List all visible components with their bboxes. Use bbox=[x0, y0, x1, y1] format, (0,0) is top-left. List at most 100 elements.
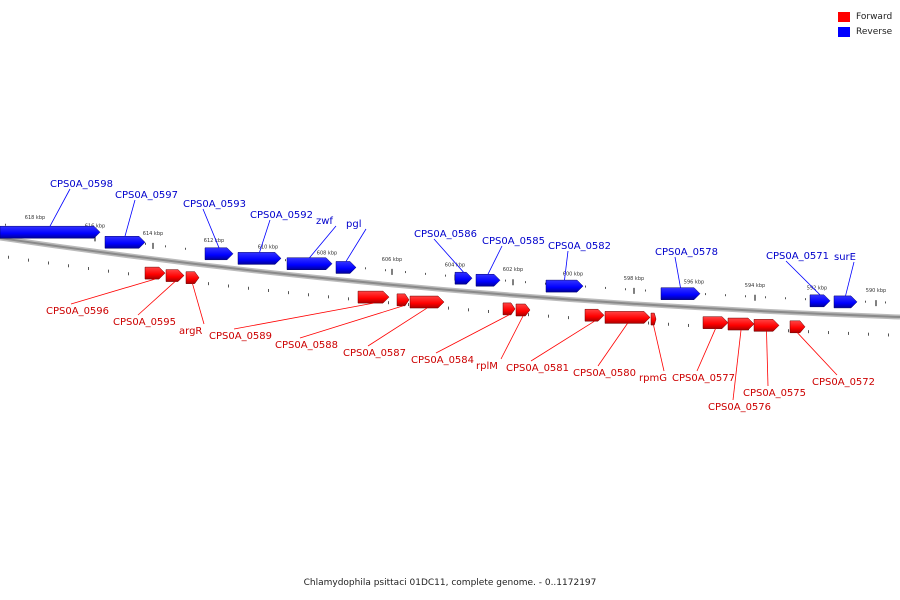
gene-reverse-CPS0A_0578 bbox=[660, 287, 701, 300]
gene-label-reverse: CPS0A_0592 bbox=[250, 210, 313, 221]
minor-tick bbox=[445, 274, 446, 277]
minor-tick bbox=[605, 286, 606, 289]
gene-leader-line bbox=[202, 208, 220, 248]
gene-label-reverse: CPS0A_0578 bbox=[655, 247, 718, 258]
scale-tick-label: 614 kbp bbox=[143, 231, 163, 237]
gene-layer bbox=[0, 225, 858, 334]
minor-tick bbox=[488, 309, 489, 313]
gene-reverse-surE bbox=[833, 295, 858, 309]
minor-tick bbox=[888, 333, 889, 337]
gene-leader-line bbox=[766, 331, 769, 387]
minor-tick bbox=[688, 323, 689, 327]
gene-reverse-CPS0A_0592 bbox=[237, 252, 282, 265]
scale-tick-label: 608 kbp bbox=[317, 251, 337, 257]
legend-forward-swatch bbox=[838, 11, 850, 22]
gene-leader-line bbox=[487, 245, 503, 275]
gene-label-reverse: surE bbox=[834, 252, 856, 263]
gene-forward-CPS0A_0576 bbox=[727, 317, 755, 331]
minor-tick bbox=[405, 271, 406, 274]
minor-tick bbox=[468, 308, 469, 312]
gene-label-forward: CPS0A_0595 bbox=[113, 317, 176, 328]
minor-tick bbox=[848, 331, 849, 335]
gene-reverse-zwf bbox=[286, 257, 333, 270]
scale-tick-label: 596 kbp bbox=[684, 279, 704, 285]
gene-label-reverse: CPS0A_0586 bbox=[414, 229, 477, 240]
minor-tick bbox=[68, 264, 69, 268]
legend-reverse: Reverse bbox=[838, 24, 892, 39]
gene-forward-CPS0A_0577 bbox=[702, 316, 729, 329]
scale-tick-label: 600 kbp bbox=[563, 272, 583, 278]
gene-leader-line bbox=[299, 305, 404, 339]
gene-label-forward: CPS0A_0581 bbox=[506, 363, 569, 374]
gene-reverse-CPS0A_0593 bbox=[204, 247, 234, 261]
gene-forward-CPS0A_0596 bbox=[144, 266, 166, 280]
backbone-shadow bbox=[0, 235, 900, 320]
gene-forward-CPS0A_0588 bbox=[396, 293, 410, 307]
minor-tick bbox=[448, 306, 449, 310]
gene-label-forward: CPS0A_0575 bbox=[743, 388, 806, 399]
minor-tick bbox=[28, 258, 29, 262]
minor-tick bbox=[865, 300, 866, 303]
gene-leader-line bbox=[70, 278, 156, 305]
minor-tick bbox=[705, 293, 706, 296]
gene-leader-line bbox=[732, 330, 742, 401]
gene-leader-line bbox=[49, 188, 71, 227]
gene-reverse-CPS0A_0582 bbox=[545, 279, 584, 293]
minor-tick bbox=[788, 329, 789, 333]
minor-tick bbox=[505, 279, 506, 282]
gene-label-reverse: CPS0A_0593 bbox=[183, 199, 246, 210]
legend-reverse-label: Reverse bbox=[856, 26, 893, 37]
gene-label-forward: CPS0A_0588 bbox=[275, 340, 338, 351]
minor-tick bbox=[388, 301, 389, 305]
gene-label-reverse: CPS0A_0598 bbox=[50, 179, 113, 190]
minor-tick bbox=[228, 284, 229, 288]
backbone-line bbox=[0, 237, 900, 318]
gene-reverse-CPS0A_0598 bbox=[0, 225, 101, 239]
gene-reverse-CPS0A_0585 bbox=[475, 273, 501, 287]
gene-leader-line bbox=[785, 260, 821, 296]
legend-reverse-swatch bbox=[838, 26, 850, 37]
minor-tick bbox=[248, 286, 249, 290]
gene-reverse-CPS0A_0586 bbox=[454, 271, 473, 285]
minor-tick bbox=[568, 316, 569, 320]
legend-forward-label: Forward bbox=[856, 11, 893, 22]
gene-leader-line bbox=[367, 307, 428, 347]
minor-tick bbox=[425, 272, 426, 275]
gene-leader-line bbox=[530, 320, 595, 362]
gene-label-reverse: CPS0A_0582 bbox=[548, 241, 611, 252]
minor-tick bbox=[808, 330, 809, 334]
map-caption: Chlamydophila psittaci 01DC11, complete … bbox=[303, 578, 597, 588]
gene-leader-line bbox=[435, 314, 510, 354]
gene-forward-CPS0A_0587 bbox=[409, 295, 445, 309]
minor-tick bbox=[805, 298, 806, 301]
minor-tick bbox=[828, 331, 829, 335]
gene-label-forward: rpmG bbox=[639, 373, 667, 384]
minor-tick bbox=[208, 282, 209, 286]
gene-leader-line bbox=[674, 256, 681, 288]
scale-tick-label: 594 kbp bbox=[745, 283, 765, 289]
scale-tick-label: 618 kbp bbox=[25, 215, 45, 221]
gene-reverse-CPS0A_0597 bbox=[104, 236, 146, 249]
gene-forward-CPS0A_0575 bbox=[753, 319, 780, 332]
minor-tick bbox=[745, 295, 746, 298]
gene-label-forward: argR bbox=[179, 326, 202, 337]
gene-forward-argR bbox=[185, 271, 200, 284]
minor-tick bbox=[5, 223, 6, 226]
gene-forward-rpmG bbox=[650, 312, 657, 326]
scale-tick-label: 592 kbp bbox=[807, 286, 827, 292]
scale-tick-label: 590 kbp bbox=[866, 288, 886, 294]
minor-tick bbox=[648, 321, 649, 325]
minor-tick bbox=[868, 332, 869, 336]
minor-tick bbox=[885, 301, 886, 304]
minor-tick bbox=[348, 297, 349, 301]
minor-tick bbox=[525, 281, 526, 284]
gene-label-forward: CPS0A_0572 bbox=[812, 377, 875, 388]
scale-tick-label: 606 kbp bbox=[382, 257, 402, 263]
legend-forward: Forward bbox=[838, 9, 892, 24]
scale-tick-label: 616 kbp bbox=[85, 223, 105, 229]
gene-label-forward: CPS0A_0584 bbox=[411, 355, 474, 366]
gene-leader-line bbox=[597, 323, 628, 367]
minor-tick bbox=[585, 285, 586, 288]
gene-label-reverse: zwf bbox=[316, 216, 333, 227]
